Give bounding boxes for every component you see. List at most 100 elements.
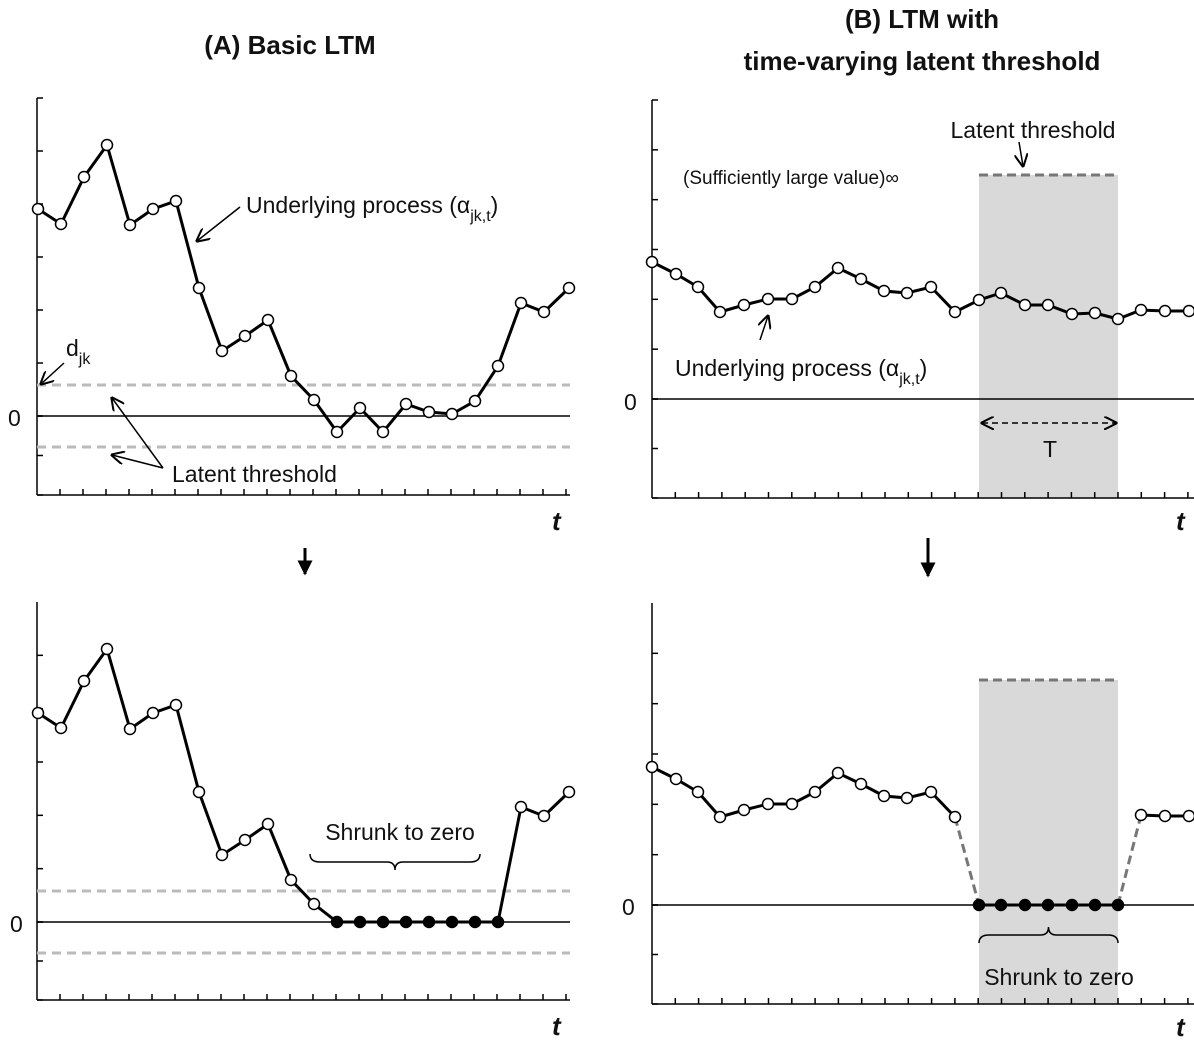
point xyxy=(424,407,435,418)
process-line xyxy=(38,649,569,922)
point xyxy=(539,811,550,822)
point xyxy=(125,724,136,735)
time-label: t xyxy=(1176,1012,1186,1039)
annotation: Shrunk to zero xyxy=(325,819,475,845)
point xyxy=(79,172,90,183)
arrow xyxy=(760,316,768,340)
point xyxy=(217,850,228,861)
point xyxy=(401,399,412,410)
point xyxy=(763,799,774,810)
point xyxy=(902,288,913,299)
point xyxy=(516,298,527,309)
arrow xyxy=(197,207,240,241)
point xyxy=(671,774,682,785)
title: (B) LTM with xyxy=(845,4,999,34)
point xyxy=(564,283,575,294)
point xyxy=(739,300,750,311)
point xyxy=(424,917,435,928)
point xyxy=(378,427,389,438)
point xyxy=(332,917,343,928)
point xyxy=(194,283,205,294)
arrow xyxy=(1019,142,1023,166)
point xyxy=(671,269,682,280)
point xyxy=(148,708,159,719)
point xyxy=(1113,314,1124,325)
point xyxy=(1113,900,1124,911)
threshold-label: Latent threshold xyxy=(172,461,337,487)
point xyxy=(447,917,458,928)
point xyxy=(263,315,274,326)
point xyxy=(1067,309,1078,320)
zero-label: 0 xyxy=(624,389,637,415)
point xyxy=(787,294,798,305)
threshold-label: Latent threshold xyxy=(951,117,1116,143)
point xyxy=(902,793,913,804)
point xyxy=(879,286,890,297)
point xyxy=(1020,300,1031,311)
point xyxy=(148,204,159,215)
point xyxy=(102,140,113,151)
point xyxy=(240,835,251,846)
point xyxy=(926,787,937,798)
point xyxy=(1136,305,1147,316)
threshold-name: djk xyxy=(66,335,91,368)
point xyxy=(647,257,658,268)
point xyxy=(309,395,320,406)
point xyxy=(194,787,205,798)
point xyxy=(1043,300,1054,311)
arrow xyxy=(41,363,64,384)
title: time-varying latent threshold xyxy=(744,46,1101,76)
point xyxy=(1160,811,1171,822)
point xyxy=(516,802,527,813)
point xyxy=(715,307,726,318)
point xyxy=(240,331,251,342)
point xyxy=(974,900,985,911)
point xyxy=(1067,900,1078,911)
point xyxy=(79,676,90,687)
point xyxy=(763,294,774,305)
point xyxy=(856,779,867,790)
title: (A) Basic LTM xyxy=(204,30,375,60)
point xyxy=(286,875,297,886)
point xyxy=(470,917,481,928)
point xyxy=(125,220,136,231)
time-label: t xyxy=(1176,506,1186,536)
point xyxy=(401,917,412,928)
point xyxy=(539,307,550,318)
point xyxy=(1090,900,1101,911)
point xyxy=(33,204,44,215)
point xyxy=(833,263,844,274)
point xyxy=(879,791,890,802)
point xyxy=(470,396,481,407)
point xyxy=(926,282,937,293)
brace xyxy=(310,854,480,870)
process-label: Underlying process (αjk,t) xyxy=(675,355,927,388)
point xyxy=(996,288,1007,299)
point xyxy=(1160,306,1171,317)
window-label: T xyxy=(1043,436,1057,462)
process-line xyxy=(38,145,569,432)
point xyxy=(171,196,182,207)
point xyxy=(1136,810,1147,821)
process-label: Underlying process (αjk,t) xyxy=(246,192,498,225)
point xyxy=(1020,900,1031,911)
point xyxy=(647,762,658,773)
point xyxy=(493,917,504,928)
point xyxy=(739,805,750,816)
point xyxy=(1043,900,1054,911)
shapes xyxy=(33,98,1194,1004)
large-value-label: (Sufficiently large value)∞ xyxy=(683,168,899,189)
threshold-window xyxy=(979,680,1118,1004)
point xyxy=(564,787,575,798)
point xyxy=(217,346,228,357)
point xyxy=(1090,308,1101,319)
point xyxy=(378,917,389,928)
point xyxy=(286,371,297,382)
point xyxy=(263,819,274,830)
point xyxy=(950,307,961,318)
point xyxy=(950,812,961,823)
point xyxy=(693,282,704,293)
point xyxy=(810,787,821,798)
